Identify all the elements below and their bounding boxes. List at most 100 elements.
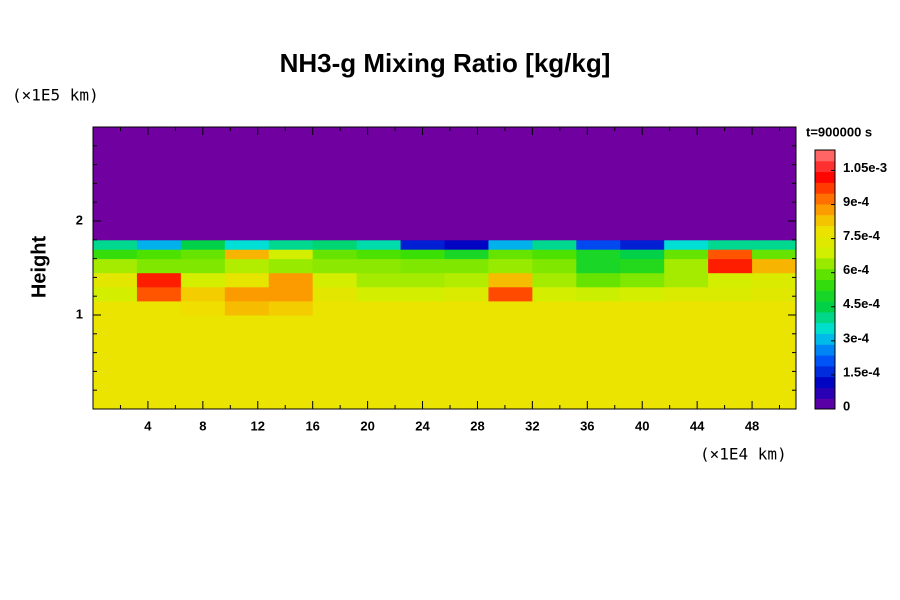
cell	[136, 300, 182, 316]
cell	[400, 286, 445, 302]
cell	[532, 272, 577, 288]
colorbar-band	[815, 214, 835, 227]
cell	[752, 127, 797, 241]
cell	[708, 239, 753, 250]
colorbar-band	[815, 344, 835, 356]
cell	[268, 239, 314, 250]
cell	[224, 258, 270, 274]
cell	[444, 300, 489, 316]
cell	[400, 249, 445, 260]
colorbar-band	[815, 225, 835, 237]
cell	[400, 258, 445, 274]
x-tick-label: 40	[635, 418, 649, 433]
y-tick-label: 1	[76, 306, 83, 321]
cell	[224, 249, 270, 260]
cell	[400, 239, 445, 250]
cell	[620, 249, 665, 260]
cell	[752, 239, 797, 250]
cell	[224, 239, 270, 250]
y-axis-label: Height	[28, 236, 50, 299]
cell	[136, 258, 182, 274]
cell	[444, 286, 489, 302]
colorbar-band	[815, 322, 835, 334]
cell	[180, 286, 226, 302]
colorbar-tick-label: 1.05e-3	[843, 160, 887, 175]
cell	[268, 258, 314, 274]
cell	[708, 286, 753, 302]
x-tick-label: 28	[470, 418, 484, 433]
cell	[93, 258, 138, 274]
cell	[180, 127, 226, 241]
cell	[488, 249, 533, 260]
colorbar-tick-label: 7.5e-4	[843, 228, 881, 243]
cell	[93, 239, 138, 250]
cell	[356, 258, 402, 274]
cell	[752, 272, 797, 288]
cell	[708, 300, 753, 316]
cell	[752, 315, 797, 410]
colorbar: 0 1.5e-4 3e-4 4.5e-4 6e-4 7.5e-4 9e-4 1.05e-3	[814, 149, 887, 413]
cell	[620, 286, 665, 302]
cell	[180, 239, 226, 250]
cell	[532, 258, 577, 274]
cell	[268, 127, 314, 241]
cell	[224, 127, 270, 241]
colorbar-tick-label: 6e-4	[843, 262, 870, 277]
colorbar-band	[815, 376, 835, 388]
colorbar-band	[815, 301, 835, 313]
cell	[444, 272, 489, 288]
x-tick-label: 24	[415, 418, 430, 433]
colorbar-frame	[814, 149, 836, 410]
x-tick-label: 44	[690, 418, 705, 433]
cell	[400, 272, 445, 288]
cell	[180, 315, 226, 410]
colorbar-band	[815, 171, 835, 183]
cell	[620, 272, 665, 288]
colorbar-band	[815, 398, 835, 410]
colorbar-band	[815, 203, 835, 216]
cell	[93, 315, 138, 410]
cell	[136, 127, 182, 241]
colorbar-band	[815, 279, 835, 291]
cell	[356, 249, 402, 260]
colorbar-band	[815, 355, 835, 367]
cell	[488, 300, 533, 316]
cell	[620, 315, 665, 410]
cell	[752, 286, 797, 302]
cell	[224, 272, 270, 288]
cell	[93, 272, 138, 288]
cell	[752, 258, 797, 274]
cell	[620, 127, 665, 241]
x-tick-label: 32	[525, 418, 539, 433]
colorbar-band	[815, 150, 835, 162]
cell	[576, 239, 621, 250]
colorbar-band	[815, 236, 835, 248]
cell	[576, 286, 621, 302]
cell	[356, 286, 402, 302]
colorbar-band	[815, 311, 835, 324]
cell	[356, 127, 402, 241]
cell	[400, 300, 445, 316]
cell	[576, 300, 621, 316]
x-tick-label: 12	[251, 418, 265, 433]
cell	[532, 127, 577, 241]
colorbar-band	[815, 193, 835, 205]
cell	[488, 239, 533, 250]
colorbar-tick-label: 3e-4	[843, 330, 870, 345]
cell	[664, 272, 709, 288]
cell	[488, 272, 533, 288]
cell	[312, 127, 358, 241]
cell	[136, 249, 182, 260]
x-tick-label: 20	[360, 418, 374, 433]
cell	[180, 272, 226, 288]
cell	[180, 249, 226, 260]
cell	[532, 300, 577, 316]
cell	[312, 249, 358, 260]
cell	[136, 239, 182, 250]
cell	[576, 272, 621, 288]
cell	[752, 249, 797, 260]
colorbar-band	[815, 182, 835, 194]
colorbar-tick-label: 4.5e-4	[843, 296, 881, 311]
cell	[312, 286, 358, 302]
field	[93, 127, 797, 410]
